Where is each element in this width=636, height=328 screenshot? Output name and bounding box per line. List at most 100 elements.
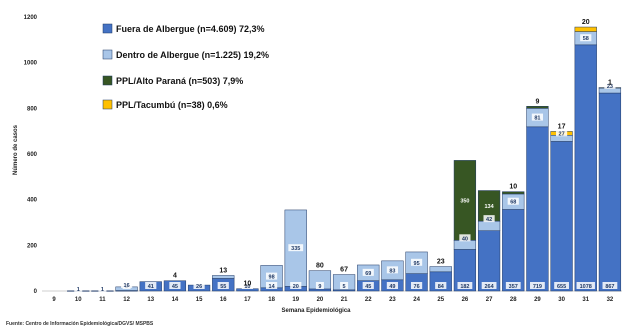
bar-label: 350 xyxy=(460,198,469,204)
y-tick-label: 1000 xyxy=(24,61,38,67)
bar-label: 134 xyxy=(484,204,494,210)
bar-label-box xyxy=(265,272,278,280)
bar-label-box xyxy=(193,282,205,289)
bar-label: 41 xyxy=(148,284,154,290)
bar-total-label: 10 xyxy=(244,281,252,288)
bar-label: 45 xyxy=(365,284,371,290)
bar-label: 9 xyxy=(318,284,321,290)
bar-label-box xyxy=(265,282,278,289)
bar-label: 719 xyxy=(533,284,542,290)
source-note: Fuente: Centro de Información Epidemioló… xyxy=(6,321,154,327)
bar-label: 5 xyxy=(343,284,346,290)
bar-label-box xyxy=(169,282,181,289)
bar-segment xyxy=(550,141,573,292)
legend-swatch xyxy=(102,75,113,86)
bar-label-box xyxy=(145,282,157,289)
x-tick-label: 9 xyxy=(52,297,56,303)
x-tick-label: 28 xyxy=(510,297,517,303)
bar-label-box xyxy=(576,282,595,289)
bar-label: 49 xyxy=(389,284,395,290)
x-tick-label: 29 xyxy=(534,297,541,303)
legend-swatch xyxy=(102,99,113,110)
x-tick-label: 15 xyxy=(196,297,203,303)
bar-total-label: 20 xyxy=(582,19,590,26)
bar-label-box xyxy=(410,282,423,289)
bar-label-box xyxy=(362,268,374,276)
y-axis-title: Número de casos xyxy=(13,124,19,175)
x-axis-title: Semana Epidemiológica xyxy=(281,308,351,314)
bar-labels: 1121641454265513101014982033598056745694… xyxy=(74,19,618,293)
bar-label: 98 xyxy=(269,275,275,281)
bar-label: 182 xyxy=(460,284,469,290)
bar-label: 1078 xyxy=(580,284,592,290)
bar-total-label: 67 xyxy=(340,267,348,274)
bar-label: 26 xyxy=(196,284,202,290)
bar-segment xyxy=(502,191,525,195)
bar-label: 27 xyxy=(559,131,565,137)
bar-label: 335 xyxy=(291,246,300,252)
bar-segment xyxy=(574,44,597,292)
bar-label: 10 xyxy=(244,284,250,290)
bar-segment xyxy=(526,126,549,292)
bar-label: 655 xyxy=(557,284,566,290)
y-tick-label: 400 xyxy=(27,198,38,204)
bar-label: 14 xyxy=(269,284,276,290)
bar-label-box xyxy=(602,282,618,289)
bar-label-box xyxy=(483,215,495,223)
bar-label-box xyxy=(362,282,374,289)
bar-segment xyxy=(212,275,235,279)
bar-label-box xyxy=(604,81,616,89)
x-tick-label: 14 xyxy=(172,297,179,303)
x-tick-label: 20 xyxy=(317,297,324,303)
bar-label-box xyxy=(98,284,107,292)
bar-label: 68 xyxy=(510,200,516,206)
x-tick-label: 17 xyxy=(244,297,251,303)
x-tick-label: 11 xyxy=(99,297,106,303)
x-tick-label: 30 xyxy=(558,297,565,303)
bar-label: 84 xyxy=(438,284,445,290)
bar-label-box xyxy=(530,282,545,289)
bar-label-box xyxy=(459,234,471,242)
bar-total-label: 13 xyxy=(219,267,227,274)
bar-label-box xyxy=(554,282,569,289)
bar-label: 264 xyxy=(484,284,494,290)
bar-label: 83 xyxy=(389,268,395,274)
y-tick-label: 1200 xyxy=(24,15,38,21)
bar-total-label: 4 xyxy=(173,273,177,280)
bar-label: 42 xyxy=(486,217,492,223)
bar-label-box xyxy=(315,282,324,289)
x-tick-label: 19 xyxy=(292,297,299,303)
bar-total-label: 1 xyxy=(608,80,612,87)
bars xyxy=(67,26,622,292)
bar-label-box xyxy=(580,34,592,42)
bar-label: 1 xyxy=(77,287,80,293)
bar-segment xyxy=(429,266,452,273)
y-tick-label: 0 xyxy=(34,289,38,295)
bar-segment xyxy=(526,106,549,109)
bar-segment xyxy=(574,26,597,32)
x-axis: 9 10 11 12 13 14 15 16 17 18 19 20 21 22 23 24 25 26 27 28 2… xyxy=(42,290,622,303)
bar-segment xyxy=(477,230,501,292)
bar-label: 45 xyxy=(172,284,178,290)
bar-label-box xyxy=(507,197,519,205)
x-tick-label: 26 xyxy=(462,297,469,303)
bar-total-label: 9 xyxy=(535,98,539,105)
legend-label: Fuera de Albergue (n=4.609) 72,3% xyxy=(116,24,264,34)
legend-swatch xyxy=(102,49,113,60)
y-axis: 0 200 400 600 800 1000 1200 xyxy=(24,15,38,295)
bar-label-box xyxy=(457,282,473,289)
bar-label: 23 xyxy=(607,84,613,90)
bar-label: 867 xyxy=(605,284,614,290)
legend-label: PPL/Alto Paraná (n=503) 7,9% xyxy=(116,76,243,86)
bar-total-label: 17 xyxy=(558,123,566,130)
legend-label: PPL/Tacumbú (n=38) 0,6% xyxy=(116,100,228,110)
bar-label: 95 xyxy=(414,261,420,267)
bar-label: 40 xyxy=(462,236,468,242)
x-tick-label: 10 xyxy=(75,297,82,303)
bar-label-box xyxy=(481,282,497,289)
bar-segment xyxy=(502,209,525,292)
bar-total-label: 80 xyxy=(316,263,324,270)
x-tick-label: 32 xyxy=(607,297,614,303)
bar-label-box xyxy=(505,282,521,289)
bar-label-box xyxy=(410,258,423,266)
